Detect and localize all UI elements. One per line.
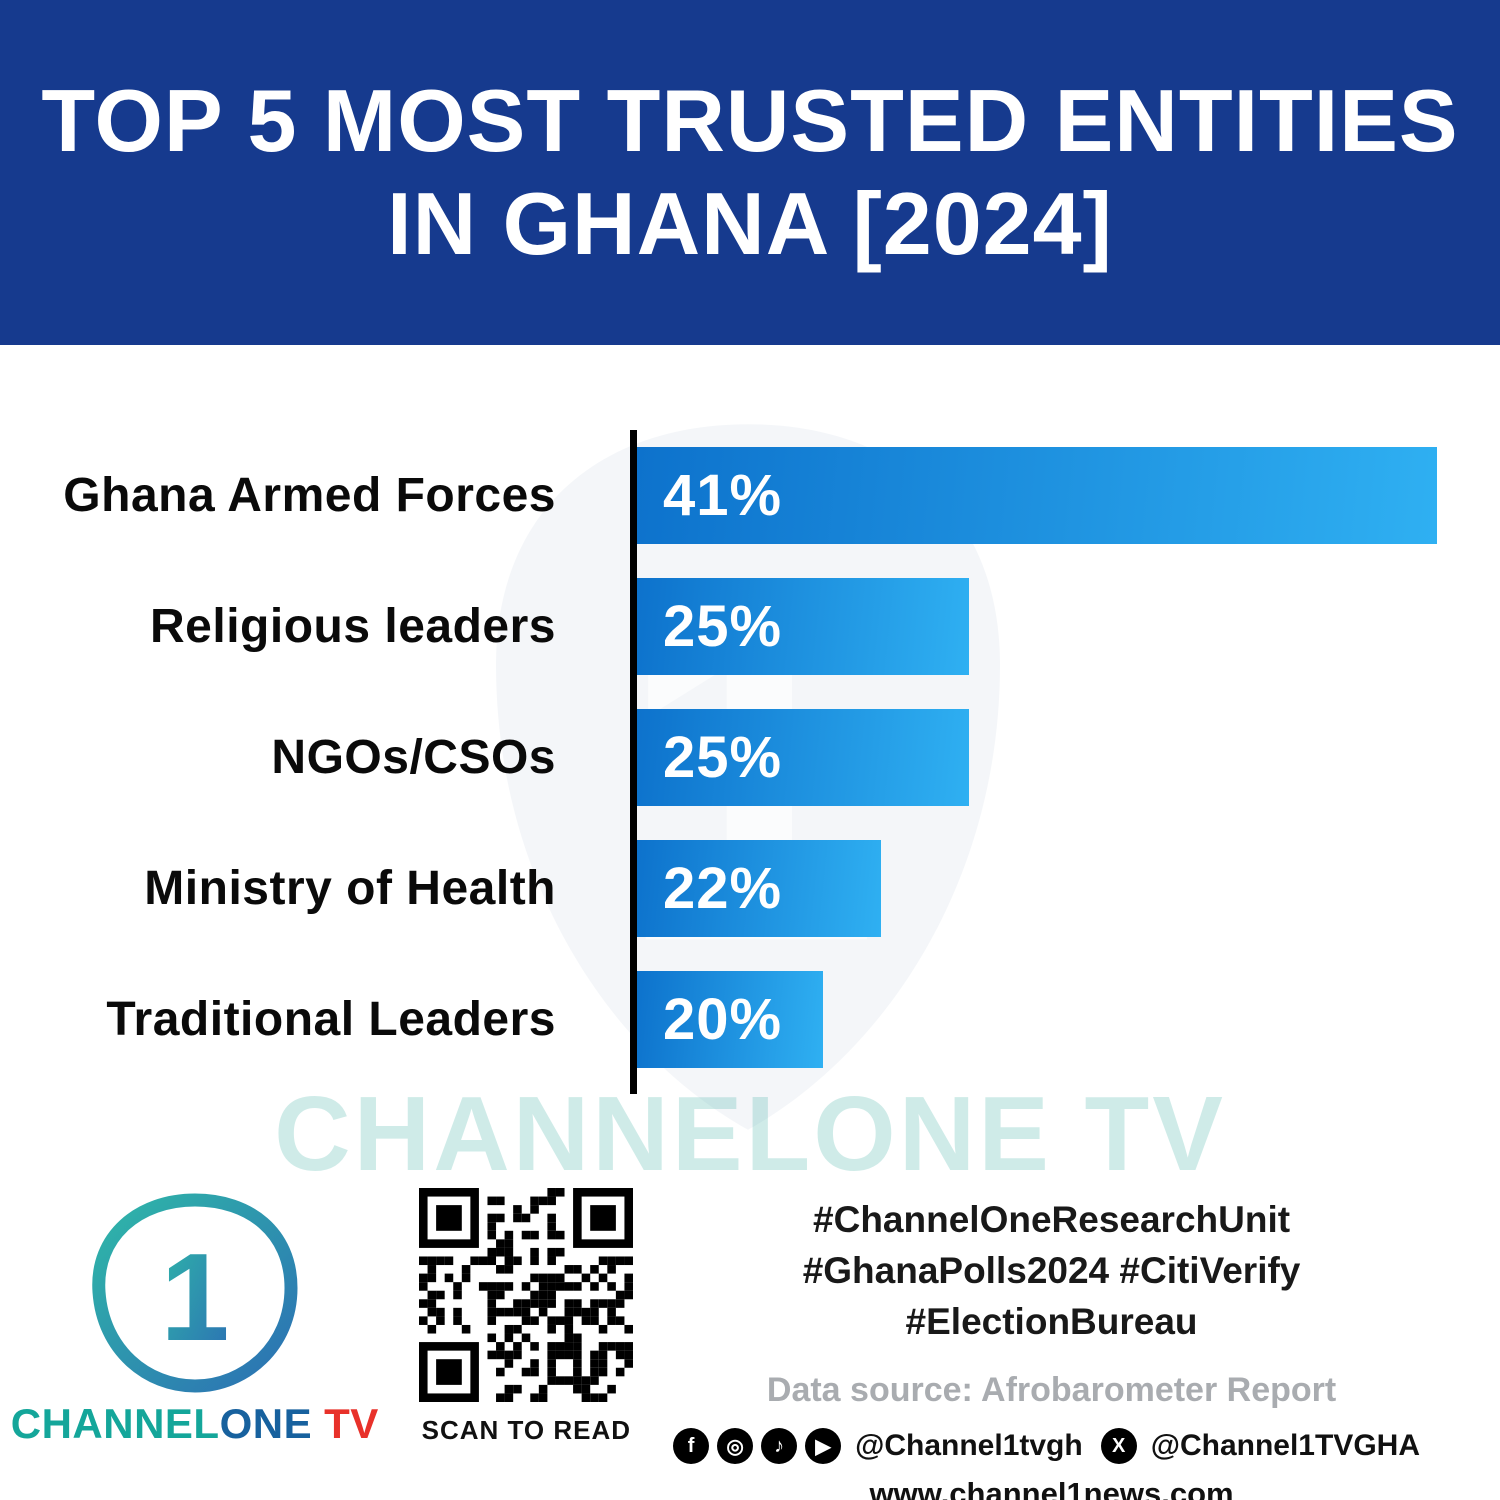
- channel-watermark: CHANNELONE TV: [274, 1075, 1226, 1193]
- hashtags-line-3: #ElectionBureau: [905, 1301, 1198, 1343]
- header-banner: TOP 5 MOST TRUSTED ENTITIES IN GHANA [20…: [0, 0, 1500, 345]
- bar: 25%: [637, 578, 969, 675]
- value-label: 20%: [663, 987, 783, 1052]
- bar-row: Ministry of Health 22%: [0, 840, 1500, 937]
- tiktok-icon: ♪: [761, 1428, 798, 1465]
- value-label: 25%: [663, 594, 783, 659]
- bar: 22%: [637, 840, 881, 937]
- channel-wordmark: CHANNELONE TV: [11, 1400, 379, 1448]
- category-label: Traditional Leaders: [106, 993, 556, 1046]
- axis-line: [630, 430, 637, 1094]
- wordmark-channel: CHANNEL: [10, 1400, 220, 1447]
- qr-code: [419, 1188, 634, 1402]
- bar: 20%: [637, 971, 823, 1068]
- social-row: f ◎ ♪ ▶ @Channel1tvgh X @Channel1TVGHA: [673, 1428, 1430, 1465]
- hashtags-line-2: #GhanaPolls2024 #CitiVerify: [802, 1250, 1301, 1292]
- qr-caption: SCAN TO READ: [421, 1415, 632, 1445]
- value-label: 41%: [663, 463, 783, 528]
- info-block: #ChannelOneResearchUnit #GhanaPolls2024 …: [663, 1188, 1500, 1500]
- wordmark-tv: TV: [324, 1400, 379, 1447]
- logo-numeral: 1: [160, 1229, 229, 1367]
- category-label: Ghana Armed Forces: [63, 469, 556, 522]
- channel-one-pick-icon: 1: [92, 1193, 298, 1393]
- instagram-icon: ◎: [717, 1428, 754, 1465]
- bar: 25%: [637, 709, 969, 806]
- hashtags-line-1: #ChannelOneResearchUnit: [813, 1199, 1291, 1240]
- page-title: TOP 5 MOST TRUSTED ENTITIES IN GHANA [20…: [41, 70, 1458, 274]
- bar-row: Religious leaders 25%: [0, 578, 1500, 675]
- footer: 1 CHANNELONE TV SCAN TO READ #ChannelOneR…: [0, 1188, 1500, 1500]
- bar-row: Traditional Leaders 20%: [0, 971, 1500, 1068]
- social-handle-x: @Channel1TVGHA: [1150, 1429, 1420, 1463]
- facebook-icon: f: [673, 1428, 710, 1465]
- value-label: 25%: [663, 725, 783, 790]
- data-source: Data source: Afrobarometer Report: [766, 1371, 1337, 1410]
- wordmark-one: ONE: [219, 1400, 313, 1447]
- bar-row: NGOs/CSOs 25%: [0, 709, 1500, 806]
- website-url: www.channel1news.com: [869, 1476, 1234, 1500]
- value-label: 22%: [663, 856, 783, 921]
- title-line-2: IN GHANA [2024]: [387, 173, 1113, 273]
- title-line-1: TOP 5 MOST TRUSTED ENTITIES: [41, 71, 1459, 171]
- category-label: Ministry of Health: [144, 862, 556, 915]
- youtube-icon: ▶: [805, 1428, 842, 1465]
- qr-block: SCAN TO READ: [390, 1188, 664, 1446]
- channel-logo: 1 CHANNELONE TV: [0, 1188, 390, 1448]
- bar-rows: Ghana Armed Forces 41% Religious leaders 25…: [0, 447, 1500, 1068]
- x-icon: X: [1100, 1428, 1137, 1465]
- category-label: Religious leaders: [150, 600, 556, 653]
- bar: 41%: [637, 447, 1437, 544]
- bar-row: Ghana Armed Forces 41%: [0, 447, 1500, 544]
- social-handle-main: @Channel1tvgh: [855, 1429, 1083, 1463]
- category-label: NGOs/CSOs: [271, 731, 556, 784]
